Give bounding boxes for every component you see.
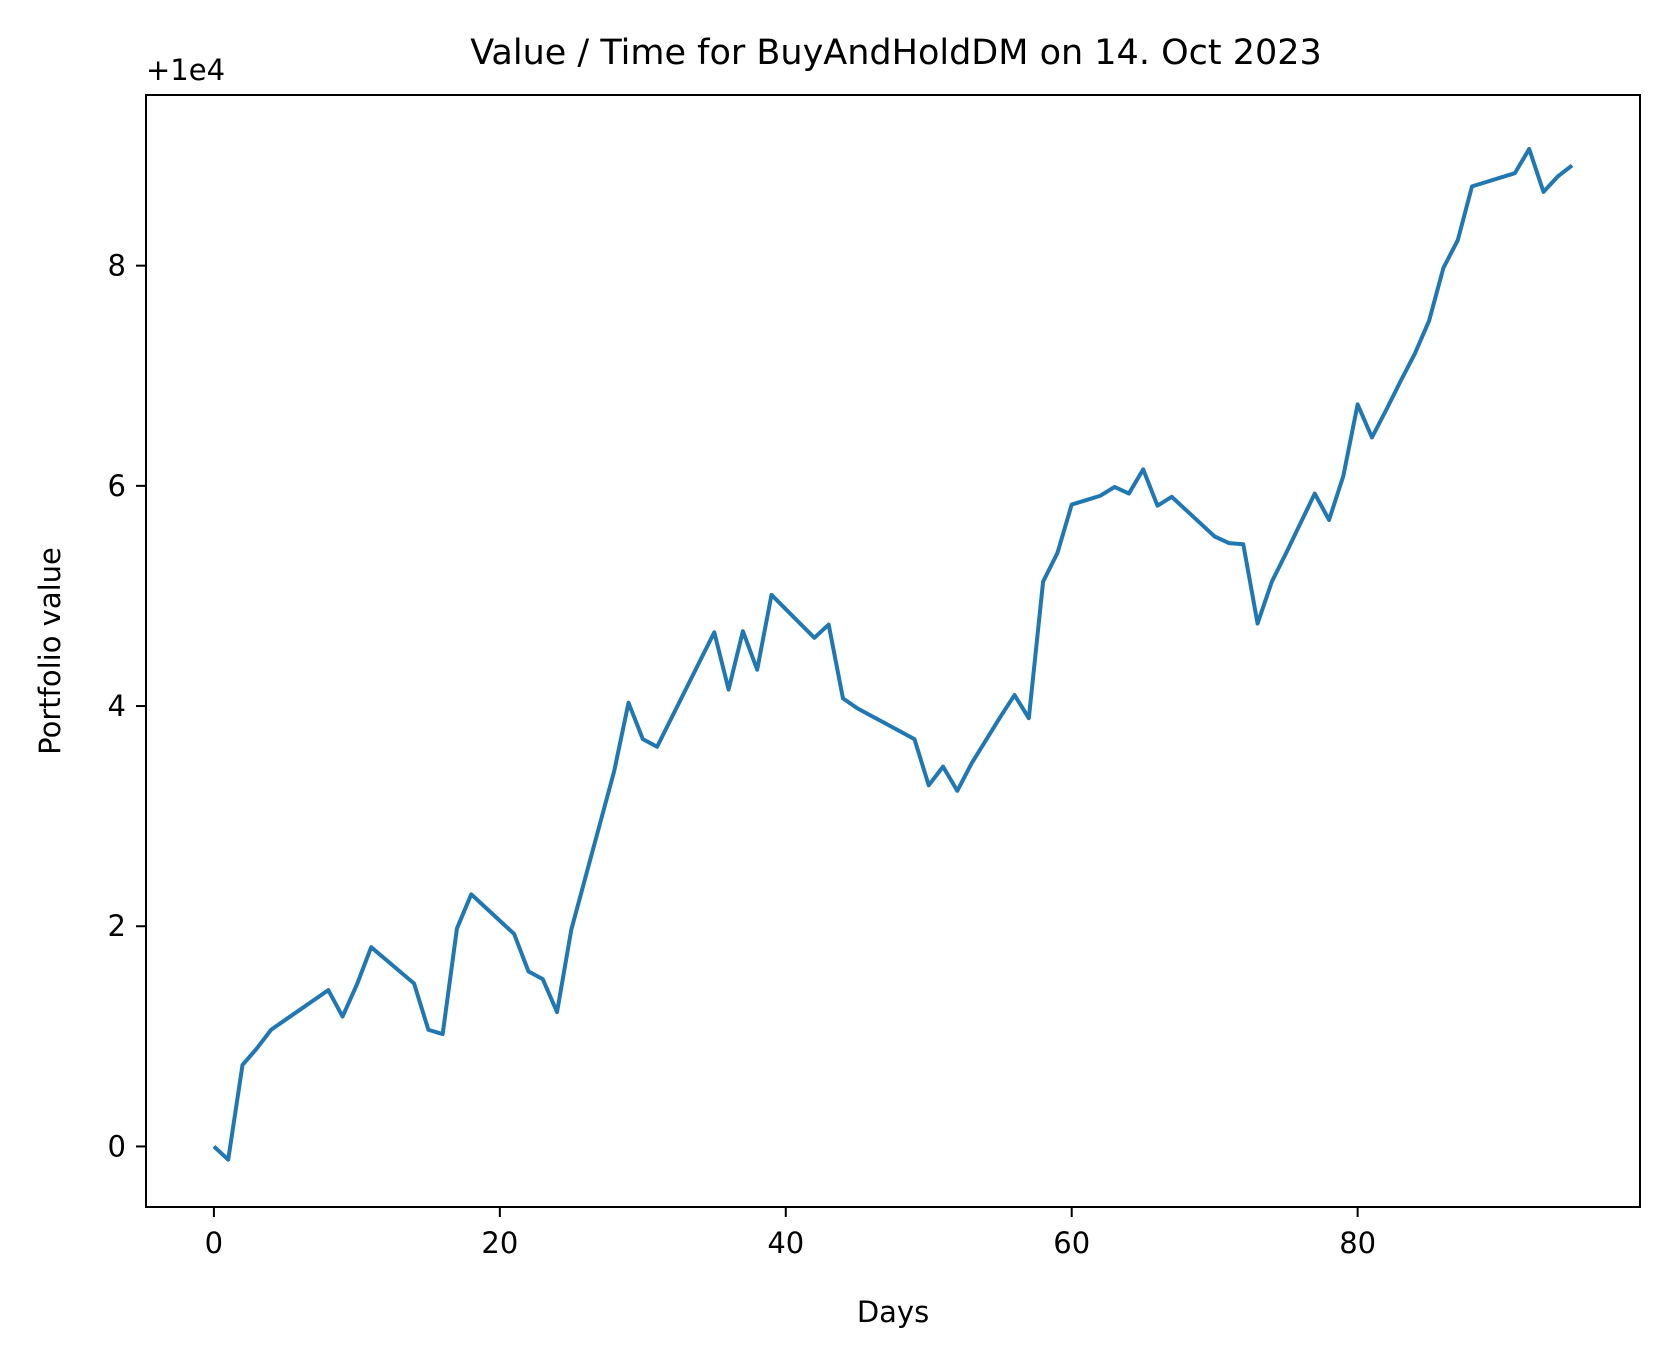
y-offset-label: +1e4 [146,53,225,87]
x-axis: 0 20 40 60 80 [205,1207,1376,1260]
y-tick-label: 6 [108,469,126,503]
y-tick-label: 4 [108,689,126,723]
plot-area [212,146,1574,1162]
y-axis-label: Portfolio value [33,547,67,755]
x-tick-label: 60 [1053,1226,1090,1260]
x-tick-label: 20 [481,1226,518,1260]
x-tick-label: 40 [767,1226,804,1260]
chart-title: Value / Time for BuyAndHoldDM on 14. Oct… [470,33,1322,73]
series-line-0 [212,146,1574,1162]
x-axis-label: Days [857,1295,929,1329]
y-tick-label: 8 [108,249,126,283]
x-tick-label: 0 [205,1226,223,1260]
x-tick-label: 80 [1339,1226,1376,1260]
y-tick-label: 2 [108,909,126,943]
axes-frame [145,94,1641,1208]
y-tick-label: 0 [108,1129,126,1163]
y-axis: 0 2 4 6 8 [108,249,146,1163]
